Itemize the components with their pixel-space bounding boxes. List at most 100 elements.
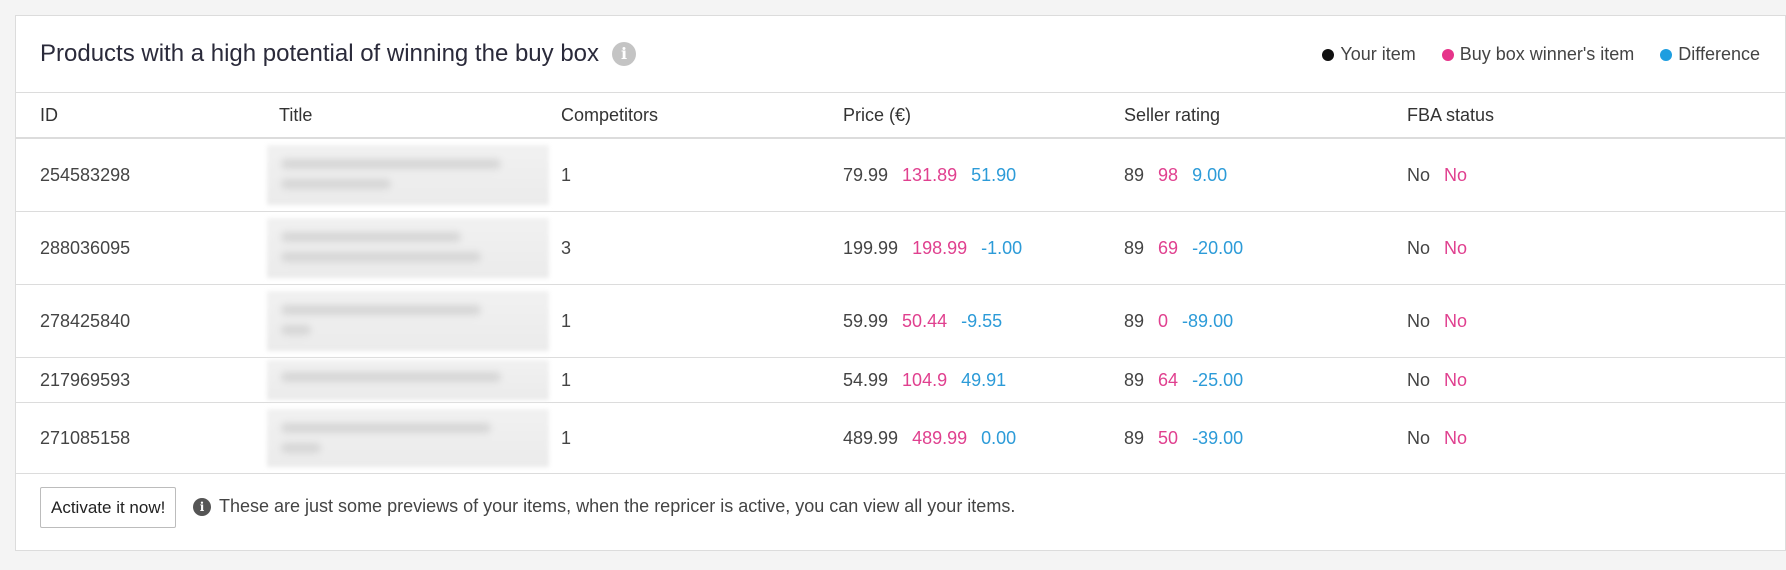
rating-your-item: 89 bbox=[1124, 237, 1145, 258]
rating-difference: -20.00 bbox=[1192, 237, 1244, 258]
rating-difference: -25.00 bbox=[1192, 369, 1244, 390]
cell-fba-status: No No bbox=[1407, 284, 1785, 358]
cell-price: 59.99 50.44 -9.55 bbox=[843, 284, 1124, 358]
cell-fba-status: No No bbox=[1407, 402, 1785, 474]
legend-winner-item: Buy box winner's item bbox=[1441, 44, 1635, 65]
cell-fba-status: No No bbox=[1407, 138, 1785, 212]
activate-button[interactable]: Activate it now! bbox=[40, 487, 177, 528]
black-dot-icon bbox=[1322, 48, 1335, 61]
cell-seller-rating: 89 69 -20.00 bbox=[1124, 211, 1407, 285]
price-your-item: 199.99 bbox=[843, 237, 899, 258]
table-row: 278425840 1 59.99 50.44 -9.55 89 0 -89.00 No… bbox=[16, 284, 1785, 358]
header-seller-rating[interactable]: Seller rating bbox=[1124, 93, 1407, 139]
fba-your-item: No bbox=[1407, 237, 1431, 258]
price-difference: 49.91 bbox=[961, 369, 1007, 390]
rating-difference: 9.00 bbox=[1192, 164, 1228, 185]
cell-competitors: 1 bbox=[561, 402, 843, 474]
legend-your-item: Your item bbox=[1322, 44, 1416, 65]
rating-winner-item: 64 bbox=[1158, 369, 1179, 390]
cell-title-blurred bbox=[267, 211, 561, 285]
legend-difference-label: Difference bbox=[1678, 44, 1760, 64]
fba-winner-item: No bbox=[1444, 427, 1468, 448]
cell-price: 489.99 489.99 0.00 bbox=[843, 402, 1124, 474]
legend-winner-item-label: Buy box winner's item bbox=[1459, 44, 1635, 64]
table-row: 288036095 3 199.99 198.99 -1.00 89 69 -20.00… bbox=[16, 211, 1785, 285]
cell-title-blurred bbox=[267, 284, 561, 358]
rating-difference: -89.00 bbox=[1182, 310, 1234, 331]
cell-id: 271085158 bbox=[16, 402, 279, 474]
rating-winner-item: 0 bbox=[1158, 310, 1169, 331]
cell-title-blurred bbox=[267, 402, 561, 474]
price-winner-item: 104.9 bbox=[902, 369, 948, 390]
preview-note: i These are just some previews of your i… bbox=[193, 496, 1015, 517]
table-row: 217969593 1 54.99 104.9 49.91 89 64 -25.00 N… bbox=[16, 357, 1785, 403]
fba-winner-item: No bbox=[1444, 164, 1468, 185]
blurred-title-image bbox=[267, 360, 549, 400]
cell-title-blurred bbox=[267, 138, 561, 212]
fba-winner-item: No bbox=[1444, 237, 1468, 258]
header-competitors[interactable]: Competitors bbox=[561, 93, 843, 139]
table-row: 254583298 1 79.99 131.89 51.90 89 98 9.00 No… bbox=[16, 138, 1785, 212]
pink-dot-icon bbox=[1441, 48, 1454, 61]
price-your-item: 59.99 bbox=[843, 310, 889, 331]
blurred-title-image bbox=[267, 218, 549, 278]
cell-price: 79.99 131.89 51.90 bbox=[843, 138, 1124, 212]
blurred-title-image bbox=[267, 409, 549, 467]
cell-competitors: 1 bbox=[561, 138, 843, 212]
panel-footer: Activate it now! i These are just some p… bbox=[16, 468, 1785, 550]
legend-your-item-label: Your item bbox=[1340, 44, 1416, 64]
preview-note-text: These are just some previews of your ite… bbox=[219, 496, 1016, 516]
fba-winner-item: No bbox=[1444, 369, 1468, 390]
cell-seller-rating: 89 50 -39.00 bbox=[1124, 402, 1407, 474]
panel-header: Products with a high potential of winnin… bbox=[16, 16, 1785, 93]
cell-fba-status: No No bbox=[1407, 211, 1785, 285]
cell-price: 54.99 104.9 49.91 bbox=[843, 357, 1124, 403]
info-circle-icon: i bbox=[193, 497, 211, 516]
fba-your-item: No bbox=[1407, 164, 1431, 185]
price-your-item: 489.99 bbox=[843, 427, 899, 448]
blurred-title-image bbox=[267, 145, 549, 205]
legend-difference: Difference bbox=[1660, 44, 1760, 65]
price-your-item: 54.99 bbox=[843, 369, 889, 390]
cell-seller-rating: 89 0 -89.00 bbox=[1124, 284, 1407, 358]
cell-id: 278425840 bbox=[16, 284, 279, 358]
cell-title-blurred bbox=[267, 357, 561, 403]
rating-your-item: 89 bbox=[1124, 310, 1145, 331]
cell-id: 254583298 bbox=[16, 138, 279, 212]
price-winner-item: 198.99 bbox=[912, 237, 968, 258]
rating-your-item: 89 bbox=[1124, 369, 1145, 390]
buy-box-panel: Products with a high potential of winnin… bbox=[15, 15, 1786, 551]
rating-winner-item: 50 bbox=[1158, 427, 1179, 448]
price-winner-item: 50.44 bbox=[902, 310, 948, 331]
fba-your-item: No bbox=[1407, 427, 1431, 448]
cell-competitors: 1 bbox=[561, 284, 843, 358]
header-price[interactable]: Price (€) bbox=[843, 93, 1124, 139]
price-difference: 0.00 bbox=[981, 427, 1017, 448]
rating-winner-item: 98 bbox=[1158, 164, 1179, 185]
cell-id: 288036095 bbox=[16, 211, 279, 285]
price-your-item: 79.99 bbox=[843, 164, 889, 185]
info-icon[interactable]: i bbox=[612, 42, 637, 66]
fba-your-item: No bbox=[1407, 369, 1431, 390]
cell-price: 199.99 198.99 -1.00 bbox=[843, 211, 1124, 285]
fba-winner-item: No bbox=[1444, 310, 1468, 331]
table-row: 271085158 1 489.99 489.99 0.00 89 50 -39.00 … bbox=[16, 402, 1785, 474]
rating-difference: -39.00 bbox=[1192, 427, 1244, 448]
rating-your-item: 89 bbox=[1124, 164, 1145, 185]
price-winner-item: 131.89 bbox=[902, 164, 958, 185]
price-winner-item: 489.99 bbox=[912, 427, 968, 448]
blue-dot-icon bbox=[1660, 48, 1673, 61]
fba-your-item: No bbox=[1407, 310, 1431, 331]
header-id[interactable]: ID bbox=[16, 93, 279, 139]
price-difference: -9.55 bbox=[961, 310, 1003, 331]
rating-winner-item: 69 bbox=[1158, 237, 1179, 258]
products-table: ID Title Competitors Price (€) Seller ra… bbox=[16, 93, 1785, 474]
panel-title-wrap: Products with a high potential of winnin… bbox=[40, 40, 637, 68]
cell-seller-rating: 89 98 9.00 bbox=[1124, 138, 1407, 212]
header-title[interactable]: Title bbox=[279, 93, 561, 139]
price-difference: 51.90 bbox=[971, 164, 1017, 185]
header-fba-status[interactable]: FBA status bbox=[1407, 93, 1785, 139]
legend: Your item Buy box winner's item Differen… bbox=[1322, 44, 1760, 65]
cell-fba-status: No No bbox=[1407, 357, 1785, 403]
rating-your-item: 89 bbox=[1124, 427, 1145, 448]
